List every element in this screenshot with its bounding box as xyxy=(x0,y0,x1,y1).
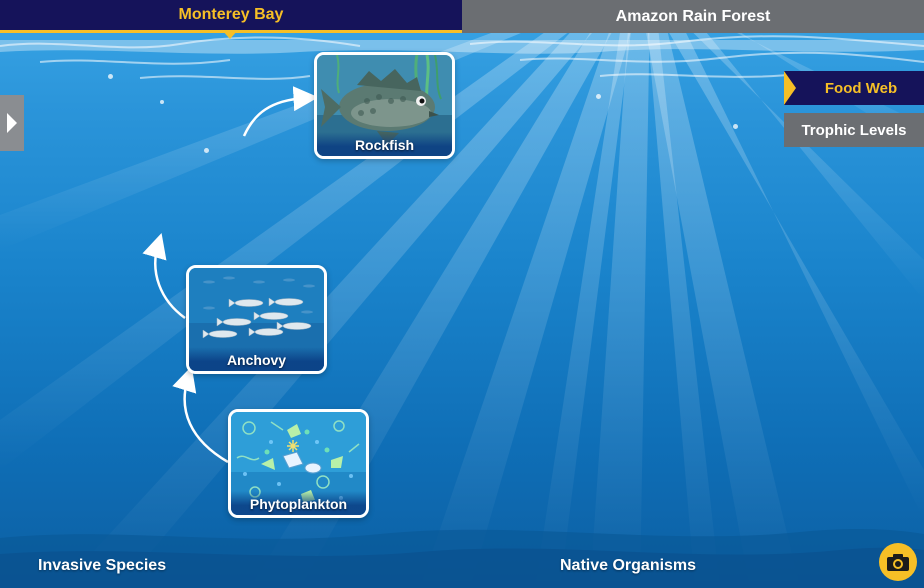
trophic-levels-label: Trophic Levels xyxy=(801,121,907,139)
bubble xyxy=(204,148,209,153)
arrow-to-rockfish xyxy=(242,86,319,137)
arrow-phyto-to-anchovy xyxy=(172,366,229,464)
organism-label: Anchovy xyxy=(189,347,324,371)
organism-label: Phytoplankton xyxy=(231,491,366,515)
invasive-species-link[interactable]: Invasive Species xyxy=(38,557,167,574)
tab-label: Monterey Bay xyxy=(178,6,284,23)
bubble xyxy=(596,94,601,99)
camera-icon xyxy=(887,554,909,571)
arrow-anchovy-to-consumer xyxy=(142,233,186,320)
tab-monterey-bay[interactable]: Monterey Bay xyxy=(0,0,462,33)
organism-label: Rockfish xyxy=(317,132,452,156)
organism-card-phytoplankton[interactable]: Phytoplankton xyxy=(228,409,369,518)
bubble xyxy=(108,74,113,79)
food-web-button[interactable]: Food Web xyxy=(784,71,924,105)
active-tab-indicator xyxy=(222,30,238,39)
tab-amazon-rain-forest[interactable]: Amazon Rain Forest xyxy=(462,0,924,33)
ecosystem-tabs: Monterey Bay Amazon Rain Forest xyxy=(0,0,924,33)
side-panel-toggle[interactable] xyxy=(0,95,24,151)
selected-pointer-icon xyxy=(784,71,796,105)
organism-card-rockfish[interactable]: Rockfish xyxy=(314,52,455,159)
bubble xyxy=(160,100,164,104)
sea-floor xyxy=(0,528,924,588)
play-arrow-icon xyxy=(7,113,17,133)
native-organisms-link[interactable]: Native Organisms xyxy=(560,557,697,574)
camera-button[interactable] xyxy=(879,543,917,581)
tab-label: Amazon Rain Forest xyxy=(615,7,771,25)
organism-card-anchovy[interactable]: Anchovy xyxy=(186,265,327,374)
bubble xyxy=(733,124,738,129)
trophic-levels-button[interactable]: Trophic Levels xyxy=(784,113,924,147)
food-web-label: Food Web xyxy=(824,79,898,97)
